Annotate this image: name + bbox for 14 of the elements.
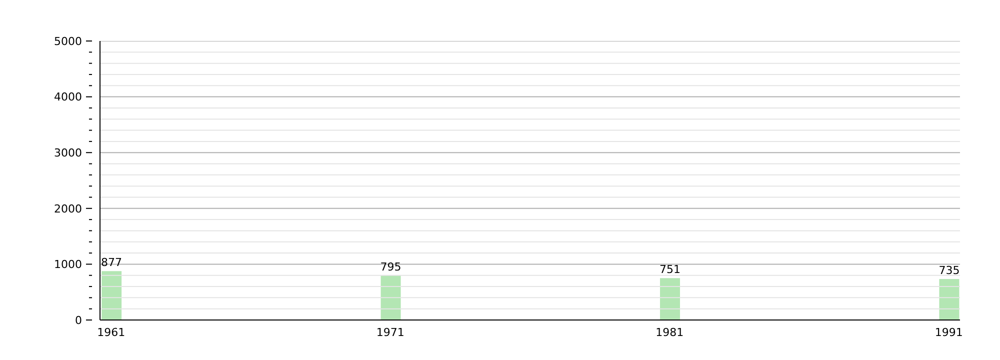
y-tick-label: 1000 bbox=[54, 258, 82, 272]
x-tick-label: 1971 bbox=[376, 326, 404, 339]
x-tick-label: 1961 bbox=[97, 326, 126, 339]
y-tick-label: 3000 bbox=[54, 146, 82, 160]
data-label: 735 bbox=[938, 264, 960, 277]
y-tick-label: 4000 bbox=[54, 90, 82, 104]
y-tick-label: 0 bbox=[75, 314, 82, 327]
y-tick-label: 2000 bbox=[54, 202, 82, 216]
x-tick-label: 1981 bbox=[656, 326, 684, 339]
data-label: 877 bbox=[101, 256, 122, 270]
data-label: 795 bbox=[380, 260, 402, 274]
y-tick-label: 5000 bbox=[54, 34, 82, 48]
x-tick-label: 1991 bbox=[934, 326, 963, 339]
data-label: 751 bbox=[660, 263, 680, 276]
